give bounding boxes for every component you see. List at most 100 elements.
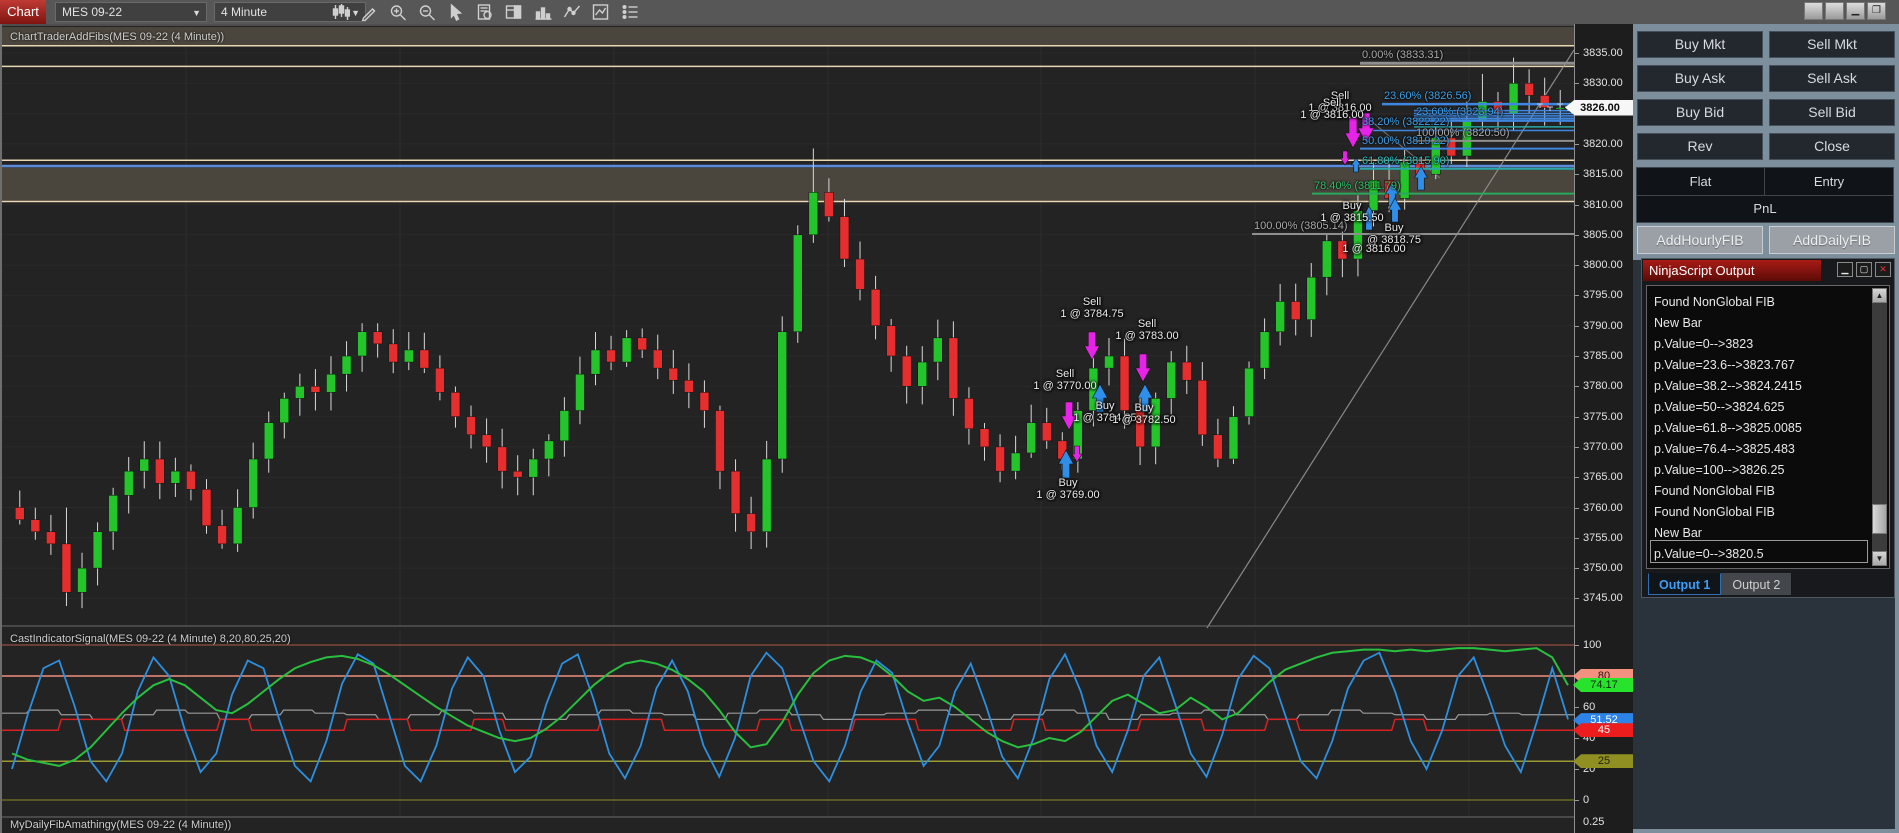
candlestick-style-icon[interactable] xyxy=(330,3,352,21)
sell-ask-button[interactable]: Sell Ask xyxy=(1769,65,1895,92)
scroll-down-icon[interactable]: ▼ xyxy=(1872,551,1887,566)
oscillator-tick-label: 100 xyxy=(1583,639,1602,651)
output-text-area[interactable]: Found NonGlobal FIB New Bar p.Value=0-->38… xyxy=(1646,285,1890,569)
chart-trader-panel: Buy Mkt Sell Mkt Buy Ask Sell Ask Buy Bid Sel… xyxy=(1633,24,1899,833)
close-output-icon[interactable]: ✕ xyxy=(1875,262,1891,277)
axis-tick-mark xyxy=(1575,568,1579,570)
toolbar-blank-button-1[interactable] xyxy=(1804,2,1823,20)
restore-window-icon[interactable]: ❐ xyxy=(1867,2,1886,20)
add-hourly-fib-button[interactable]: AddHourlyFIB xyxy=(1637,226,1763,254)
price-tick-label: 3745.00 xyxy=(1583,592,1623,605)
trade-execution-label: Buy 1 @ 3815.50 xyxy=(1320,200,1384,224)
price-axis[interactable]: 3835.00 3830.00 3820.00 3815.00 3810.00 3805.… xyxy=(1565,24,1636,833)
add-daily-fib-button[interactable]: AddDailyFIB xyxy=(1769,226,1895,254)
price-tick-label: 3805.00 xyxy=(1583,228,1623,241)
cursor-icon[interactable] xyxy=(446,3,468,21)
output-line: Found NonGlobal FIB xyxy=(1654,484,1775,498)
zoom-out-icon[interactable] xyxy=(417,3,439,21)
price-tick-label: 3775.00 xyxy=(1583,410,1623,423)
toolbar-blank-button-2[interactable] xyxy=(1825,2,1844,20)
buy-ask-button[interactable]: Buy Ask xyxy=(1637,65,1763,92)
panel-layout-icon[interactable] xyxy=(504,3,526,21)
price-tick-label: 3810.00 xyxy=(1583,198,1623,211)
price-tick-label: 3760.00 xyxy=(1583,501,1623,514)
instrument-dropdown[interactable]: MES 09-22 ▼ xyxy=(55,2,207,22)
axis-tick-mark xyxy=(1575,53,1579,54)
price-tick-label: 3830.00 xyxy=(1583,77,1623,90)
rev-button[interactable]: Rev xyxy=(1637,133,1763,160)
price-tick-label: 3835.00 xyxy=(1583,47,1623,59)
price-tick-label: 3800.00 xyxy=(1583,259,1623,272)
axis-tick-mark xyxy=(1575,645,1579,646)
buy-mkt-button[interactable]: Buy Mkt xyxy=(1637,31,1763,58)
position-block: Flat Entry PnL xyxy=(1636,167,1894,223)
axis-tick-mark xyxy=(1575,325,1579,327)
axis-tick-mark xyxy=(1575,416,1579,418)
axis-tick-mark xyxy=(1575,507,1579,509)
trade-execution-label: Buy @ 3818.75 xyxy=(1367,222,1421,246)
output-line: p.Value=0-->3823 xyxy=(1654,337,1754,351)
tab-output-1[interactable]: Output 1 xyxy=(1648,573,1722,595)
axis-tick-mark xyxy=(1575,265,1579,267)
sell-bid-button[interactable]: Sell Bid xyxy=(1769,99,1895,126)
fib-level-label: 78.40% (3811.79) xyxy=(1314,179,1401,192)
chart-canvas[interactable]: 0.00% (3833.31) 23.60% (3826.56) 23.60% (3… xyxy=(0,24,1636,833)
axis-tick-mark xyxy=(1575,356,1579,357)
output-line: p.Value=50-->3824.625 xyxy=(1654,400,1785,414)
chart-plot[interactable] xyxy=(2,24,1635,833)
price-tick-label: 3765.00 xyxy=(1583,471,1623,484)
data-box-icon[interactable] xyxy=(475,3,497,21)
axis-tick-mark xyxy=(1575,295,1579,297)
bottom-panel-tick-label: 0.25 xyxy=(1583,816,1605,828)
chart-window-button[interactable]: Chart xyxy=(0,0,46,24)
price-tick-label: 3755.00 xyxy=(1583,531,1623,544)
trade-execution-label: Sell 1 @ 3784.75 xyxy=(1060,296,1124,320)
tab-output-2[interactable]: Output 2 xyxy=(1721,573,1792,595)
price-tick-label: 3815.00 xyxy=(1583,168,1623,181)
fib-level-label: 23.60% (3826.56) xyxy=(1384,90,1472,103)
output-scrollbar[interactable]: ▲ ▼ xyxy=(1872,288,1887,566)
sell-mkt-button[interactable]: Sell Mkt xyxy=(1769,31,1895,58)
scrollbar-thumb[interactable] xyxy=(1872,504,1887,534)
axis-tick-mark xyxy=(1575,738,1579,739)
fib-level-label: 100.00% (3820.50) xyxy=(1416,126,1510,139)
entry-button[interactable]: Entry xyxy=(1813,174,1845,189)
interval-value: 4 Minute xyxy=(221,5,268,19)
current-price-box: 3826.00 xyxy=(1565,99,1635,116)
output-line: p.Value=61.8-->3825.0085 xyxy=(1654,421,1802,435)
fib-level-label: 0.00% (3833.31) xyxy=(1362,49,1444,62)
interval-dropdown[interactable]: 4 Minute ▼ xyxy=(214,2,366,22)
flat-button[interactable]: Flat xyxy=(1637,168,1765,195)
output-line: p.Value=23.6-->3823.767 xyxy=(1654,358,1795,372)
axis-tick-mark xyxy=(1575,477,1579,479)
output-line: New Bar xyxy=(1654,316,1702,330)
fib-level-label: 23.60% (3823.94) xyxy=(1416,106,1504,119)
fib-level-label: 38.20% (3822.22) xyxy=(1362,116,1450,129)
minimize-output-icon[interactable]: ▁ xyxy=(1837,262,1853,277)
trade-execution-label: 1 @ 3816.00 xyxy=(1342,243,1406,255)
selected-output-line-box xyxy=(1650,540,1868,563)
axis-tick-mark xyxy=(1575,386,1579,388)
price-tick-label: 3750.00 xyxy=(1583,562,1623,575)
minimize-window-icon[interactable]: ▁ xyxy=(1846,2,1865,20)
zoom-in-icon[interactable] xyxy=(388,3,410,21)
line-chart-icon[interactable] xyxy=(562,3,584,21)
price-tick-label: 3780.00 xyxy=(1583,380,1623,393)
panel-edge-bottom xyxy=(1633,829,1899,833)
histogram-icon[interactable] xyxy=(533,3,555,21)
indicator-list-icon[interactable] xyxy=(620,3,642,21)
scroll-up-icon[interactable]: ▲ xyxy=(1872,288,1887,303)
price-tick-label: 3790.00 xyxy=(1583,319,1623,332)
trade-execution-label: Sell 1 @ 3816.00 xyxy=(1300,97,1364,121)
chevron-down-icon: ▼ xyxy=(192,8,201,18)
draw-pencil-icon[interactable] xyxy=(359,3,381,23)
panel-edge xyxy=(1895,24,1899,833)
buy-bid-button[interactable]: Buy Bid xyxy=(1637,99,1763,126)
close-button[interactable]: Close xyxy=(1769,133,1895,160)
axis-tick-mark xyxy=(1575,800,1579,801)
maximize-output-icon[interactable]: ▢ xyxy=(1856,262,1872,277)
output-window-title[interactable]: NinjaScript Output xyxy=(1643,260,1821,281)
oscillator-panel-label: CastIndicatorSignal(MES 09-22 (4 Minute)… xyxy=(10,633,291,645)
chart-properties-icon[interactable] xyxy=(591,3,613,21)
pnl-display: PnL xyxy=(1637,195,1893,222)
